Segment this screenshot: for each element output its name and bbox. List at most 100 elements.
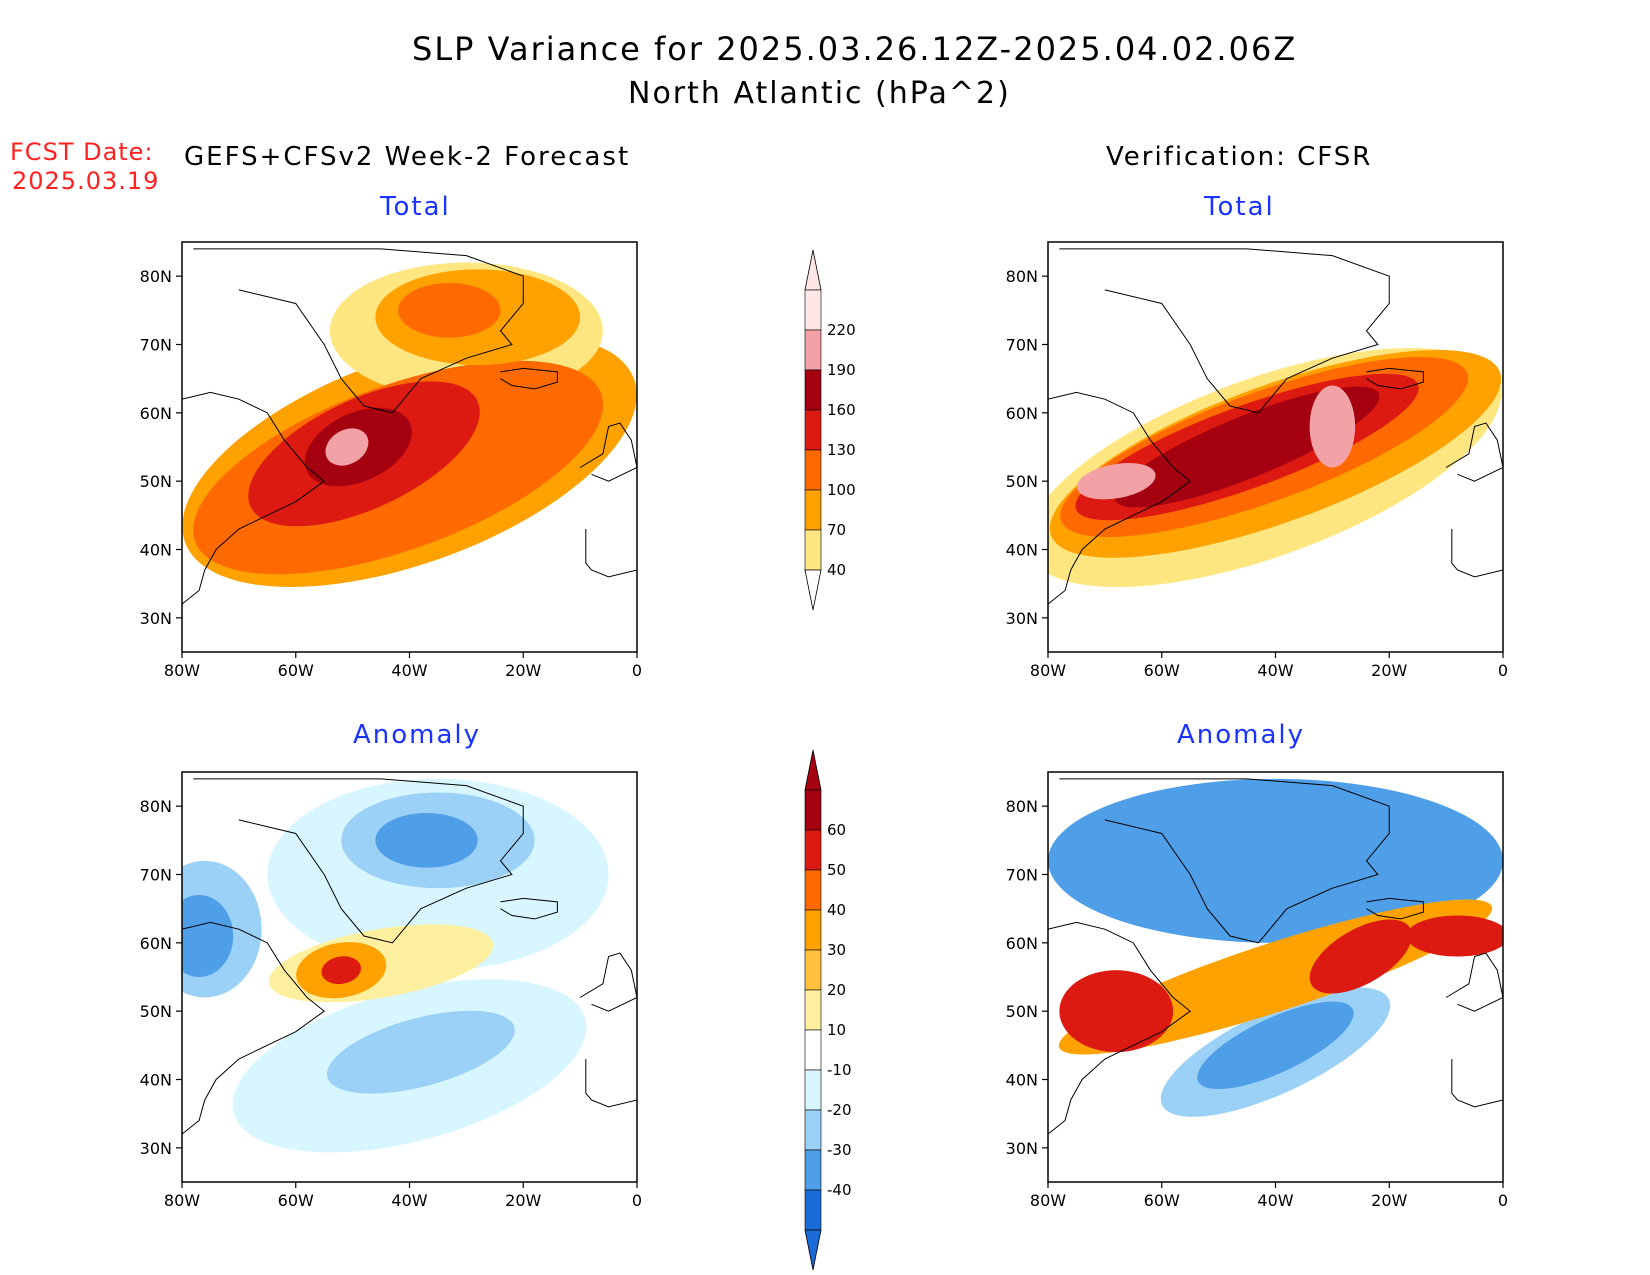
lon-tick-label: 60W <box>1144 661 1180 680</box>
panel-title-forecast-anomaly: Anomaly <box>353 720 482 750</box>
main-subtitle: North Atlantic (hPa^2) <box>628 76 1011 111</box>
map-panel-verification-anomaly: 80N 70N 60N 50N 40N 30N 80W 60W 40W 20W 0 <box>1006 771 1508 1210</box>
lat-tick-label: 30N <box>140 609 172 628</box>
lon-tick-label: 0 <box>632 1191 642 1210</box>
contour-shade <box>375 813 478 868</box>
lat-tick-label: 70N <box>140 336 172 355</box>
lat-tick-label: 70N <box>1006 336 1038 355</box>
fcst-date-value: 2025.03.19 <box>12 167 160 195</box>
lat-tick-label: 70N <box>140 866 172 885</box>
lat-tick-label: 60N <box>1006 404 1038 423</box>
coastline <box>585 1059 637 1108</box>
colorbar-swatch <box>804 329 822 371</box>
colorbar-swatch <box>804 789 822 831</box>
coastline <box>1451 1059 1503 1108</box>
colorbar-label: 130 <box>827 441 856 459</box>
lon-tick-label: 60W <box>278 661 314 680</box>
colorbar-anomaly: 60 50 40 30 20 10 -10 -20 -30 -40 <box>804 749 852 1271</box>
contour-shade <box>1197 1001 1354 1090</box>
colorbar-swatch <box>804 949 822 991</box>
colorbar-top-arrow <box>804 249 822 291</box>
coastline <box>585 529 637 578</box>
colorbar-bottom-arrow <box>804 1229 822 1271</box>
colorbar-swatch <box>804 369 822 411</box>
lat-tick-label: 30N <box>1006 609 1038 628</box>
panel-title-forecast-total: Total <box>380 192 451 222</box>
coastline <box>1366 367 1424 390</box>
colorbar-swatch <box>804 1069 822 1111</box>
lon-tick-label: 60W <box>1144 1191 1180 1210</box>
colorbar-swatch <box>804 1109 822 1151</box>
colorbar-top-arrow <box>804 749 822 791</box>
lat-tick-label: 40N <box>1006 1071 1038 1090</box>
coastline <box>1445 422 1503 482</box>
lon-tick-label: 40W <box>1257 661 1293 680</box>
coastline <box>500 897 558 920</box>
coastline <box>193 248 524 414</box>
coastline <box>579 952 637 1012</box>
colorbar-label: 60 <box>827 821 846 839</box>
colorbar-label: 40 <box>827 901 846 919</box>
colorbar-swatch <box>804 409 822 451</box>
colorbar-swatch <box>804 869 822 911</box>
lat-tick-label: 50N <box>1006 472 1038 491</box>
lat-tick-label: 60N <box>140 404 172 423</box>
coastline <box>182 391 326 605</box>
lon-tick-label: 20W <box>505 1191 541 1210</box>
lon-tick-label: 40W <box>391 1191 427 1210</box>
coastline <box>193 778 524 944</box>
contour-shade <box>1059 970 1174 1053</box>
colorbar-label: 190 <box>827 361 856 379</box>
coastline <box>1445 952 1503 1012</box>
contour-shade <box>1309 919 1412 994</box>
colorbar-swatch <box>804 289 822 331</box>
contour-shade <box>327 1010 515 1094</box>
lat-tick-label: 40N <box>1006 541 1038 560</box>
lat-tick-label: 40N <box>140 1071 172 1090</box>
coastline <box>1451 529 1503 578</box>
lon-tick-label: 0 <box>1498 661 1508 680</box>
colorbar-label: -40 <box>827 1181 852 1199</box>
lat-tick-label: 80N <box>1006 267 1038 286</box>
forecast-column-title: GEFS+CFSv2 Week-2 Forecast <box>184 142 631 172</box>
colorbar-swatch <box>804 909 822 951</box>
contour-shade <box>1309 385 1356 468</box>
lon-tick-label: 20W <box>1371 661 1407 680</box>
colorbar-label: 20 <box>827 981 846 999</box>
verification-column-title: Verification: CFSR <box>1106 142 1373 172</box>
lon-tick-label: 0 <box>1498 1191 1508 1210</box>
coastline <box>1048 921 1192 1135</box>
coastline <box>579 422 637 482</box>
coastline <box>182 921 326 1135</box>
colorbar-label: 160 <box>827 401 856 419</box>
fcst-date-label: FCST Date: <box>10 138 154 166</box>
colorbar-label: -10 <box>827 1061 852 1079</box>
colorbar-label: 100 <box>827 481 856 499</box>
coastline <box>1059 778 1390 944</box>
colorbar-swatch <box>804 1029 822 1071</box>
colorbar-swatch <box>804 489 822 531</box>
lon-tick-label: 40W <box>391 661 427 680</box>
lat-tick-label: 60N <box>1006 934 1038 953</box>
contour-shade <box>182 895 234 977</box>
colorbar-label: 50 <box>827 861 846 879</box>
lon-tick-label: 20W <box>1371 1191 1407 1210</box>
colorbar-label: 40 <box>827 561 846 579</box>
lon-tick-label: 80W <box>1030 661 1066 680</box>
lat-tick-label: 60N <box>140 934 172 953</box>
colorbar-label: 10 <box>827 1021 846 1039</box>
colorbar-swatch <box>804 1149 822 1191</box>
contour-shade <box>398 283 501 338</box>
colorbar-label: 30 <box>827 941 846 959</box>
colorbar-label: -30 <box>827 1141 852 1159</box>
contour-shade <box>1406 915 1503 957</box>
colorbar-total: 220 190 160 130 100 70 40 <box>804 249 856 611</box>
coastline <box>1366 897 1424 920</box>
lat-tick-label: 50N <box>140 472 172 491</box>
lat-tick-label: 80N <box>1006 797 1038 816</box>
contour-shade <box>325 428 369 466</box>
main-title: SLP Variance for 2025.03.26.12Z-2025.04.… <box>412 30 1298 68</box>
lat-tick-label: 80N <box>140 797 172 816</box>
colorbar-swatch <box>804 989 822 1031</box>
